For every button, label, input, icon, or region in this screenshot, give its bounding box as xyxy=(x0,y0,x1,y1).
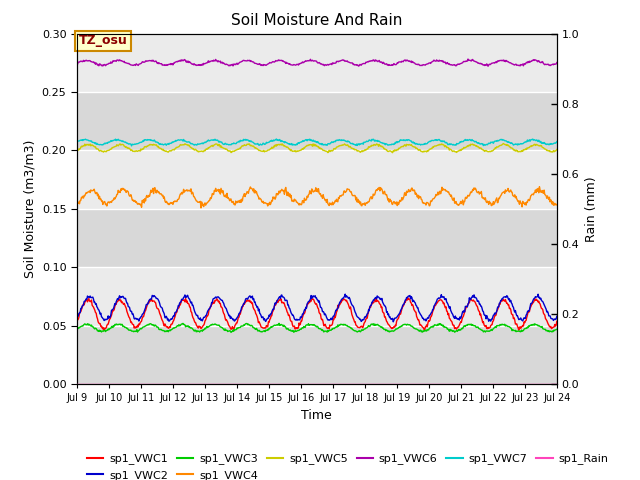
sp1_VWC1 xyxy=(82,299,90,304)
Bar xyxy=(77,34,557,92)
Y-axis label: Soil Moisture (m3/m3): Soil Moisture (m3/m3) xyxy=(23,140,36,278)
sp1_Rain xyxy=(553,381,561,387)
sp1_Rain xyxy=(180,381,188,387)
sp1_VWC1 xyxy=(374,299,382,304)
sp1_VWC6 xyxy=(464,56,472,62)
sp1_VWC6 xyxy=(180,58,188,63)
sp1_VWC3 xyxy=(275,321,283,326)
sp1_VWC6 xyxy=(73,59,81,65)
sp1_VWC2 xyxy=(73,315,81,321)
sp1_VWC7 xyxy=(553,139,561,144)
sp1_VWC1 xyxy=(131,324,139,330)
sp1_VWC4 xyxy=(553,202,561,207)
sp1_VWC1 xyxy=(180,298,188,303)
sp1_VWC4 xyxy=(206,198,214,204)
Line: sp1_VWC5: sp1_VWC5 xyxy=(77,144,557,153)
sp1_VWC3 xyxy=(227,329,235,335)
sp1_Rain xyxy=(82,381,90,387)
sp1_VWC6 xyxy=(388,62,396,68)
sp1_VWC7 xyxy=(132,142,140,147)
sp1_VWC7 xyxy=(390,141,397,147)
sp1_Rain xyxy=(388,381,396,387)
sp1_VWC7 xyxy=(128,143,136,149)
Line: sp1_VWC7: sp1_VWC7 xyxy=(77,139,557,146)
sp1_VWC5 xyxy=(180,142,188,148)
sp1_VWC6 xyxy=(205,60,213,65)
sp1_VWC7 xyxy=(180,138,188,144)
sp1_VWC2 xyxy=(376,295,383,300)
sp1_VWC1 xyxy=(205,307,213,313)
Bar xyxy=(77,209,557,267)
sp1_Rain xyxy=(374,381,382,387)
sp1_VWC5 xyxy=(205,145,213,151)
Line: sp1_VWC1: sp1_VWC1 xyxy=(77,298,557,331)
sp1_VWC3 xyxy=(131,329,139,335)
Title: Soil Moisture And Rain: Soil Moisture And Rain xyxy=(231,13,403,28)
Line: sp1_VWC6: sp1_VWC6 xyxy=(77,59,557,66)
sp1_VWC4 xyxy=(376,185,383,191)
sp1_VWC3 xyxy=(205,324,213,329)
sp1_VWC7 xyxy=(273,136,280,142)
sp1_Rain xyxy=(131,381,139,387)
sp1_VWC4 xyxy=(180,186,188,192)
sp1_VWC3 xyxy=(82,322,90,327)
sp1_VWC3 xyxy=(390,328,397,334)
Bar xyxy=(77,92,557,150)
Y-axis label: Rain (mm): Rain (mm) xyxy=(585,176,598,241)
sp1_VWC5 xyxy=(553,146,561,152)
sp1_VWC6 xyxy=(374,58,382,64)
X-axis label: Time: Time xyxy=(301,408,332,421)
sp1_VWC2 xyxy=(131,316,139,322)
sp1_VWC7 xyxy=(82,136,90,142)
sp1_VWC1 xyxy=(388,325,396,331)
sp1_VWC2 xyxy=(82,298,90,303)
sp1_VWC4 xyxy=(82,191,90,197)
Line: sp1_VWC2: sp1_VWC2 xyxy=(77,294,557,322)
sp1_VWC5 xyxy=(131,149,139,155)
sp1_VWC1 xyxy=(420,328,428,334)
sp1_VWC5 xyxy=(500,141,508,146)
sp1_VWC7 xyxy=(73,139,81,144)
sp1_VWC3 xyxy=(553,326,561,332)
sp1_VWC2 xyxy=(390,317,397,323)
sp1_VWC7 xyxy=(376,139,384,145)
sp1_Rain xyxy=(205,381,213,387)
sp1_VWC4 xyxy=(73,201,81,206)
sp1_VWC2 xyxy=(341,291,349,297)
sp1_VWC4 xyxy=(536,184,543,190)
Line: sp1_VWC4: sp1_VWC4 xyxy=(77,187,557,208)
sp1_VWC5 xyxy=(388,150,396,156)
sp1_VWC5 xyxy=(82,143,90,149)
sp1_VWC3 xyxy=(376,323,384,329)
sp1_VWC6 xyxy=(553,60,561,65)
sp1_VWC4 xyxy=(197,205,205,211)
Legend: sp1_VWC1, sp1_VWC2, sp1_VWC3, sp1_VWC4, sp1_VWC5, sp1_VWC6, sp1_VWC7, sp1_Rain: sp1_VWC1, sp1_VWC2, sp1_VWC3, sp1_VWC4, … xyxy=(83,449,613,480)
sp1_VWC6 xyxy=(131,62,139,68)
sp1_VWC4 xyxy=(389,200,397,205)
sp1_VWC2 xyxy=(205,306,213,312)
sp1_VWC2 xyxy=(389,319,397,324)
sp1_VWC6 xyxy=(484,63,492,69)
sp1_VWC4 xyxy=(131,198,139,204)
sp1_VWC1 xyxy=(73,320,81,325)
sp1_VWC6 xyxy=(82,58,90,64)
sp1_VWC5 xyxy=(389,148,397,154)
Text: TZ_osu: TZ_osu xyxy=(79,34,127,48)
sp1_VWC7 xyxy=(206,138,214,144)
sp1_VWC5 xyxy=(73,148,81,154)
Bar xyxy=(77,267,557,325)
Bar xyxy=(77,325,557,384)
sp1_VWC1 xyxy=(404,295,412,300)
Bar xyxy=(77,150,557,209)
sp1_VWC3 xyxy=(180,322,188,327)
sp1_VWC2 xyxy=(180,294,188,300)
Line: sp1_VWC3: sp1_VWC3 xyxy=(77,324,557,332)
sp1_VWC1 xyxy=(553,318,561,324)
sp1_VWC5 xyxy=(374,144,382,149)
sp1_VWC3 xyxy=(73,326,81,332)
sp1_Rain xyxy=(73,381,81,387)
sp1_VWC2 xyxy=(553,313,561,319)
